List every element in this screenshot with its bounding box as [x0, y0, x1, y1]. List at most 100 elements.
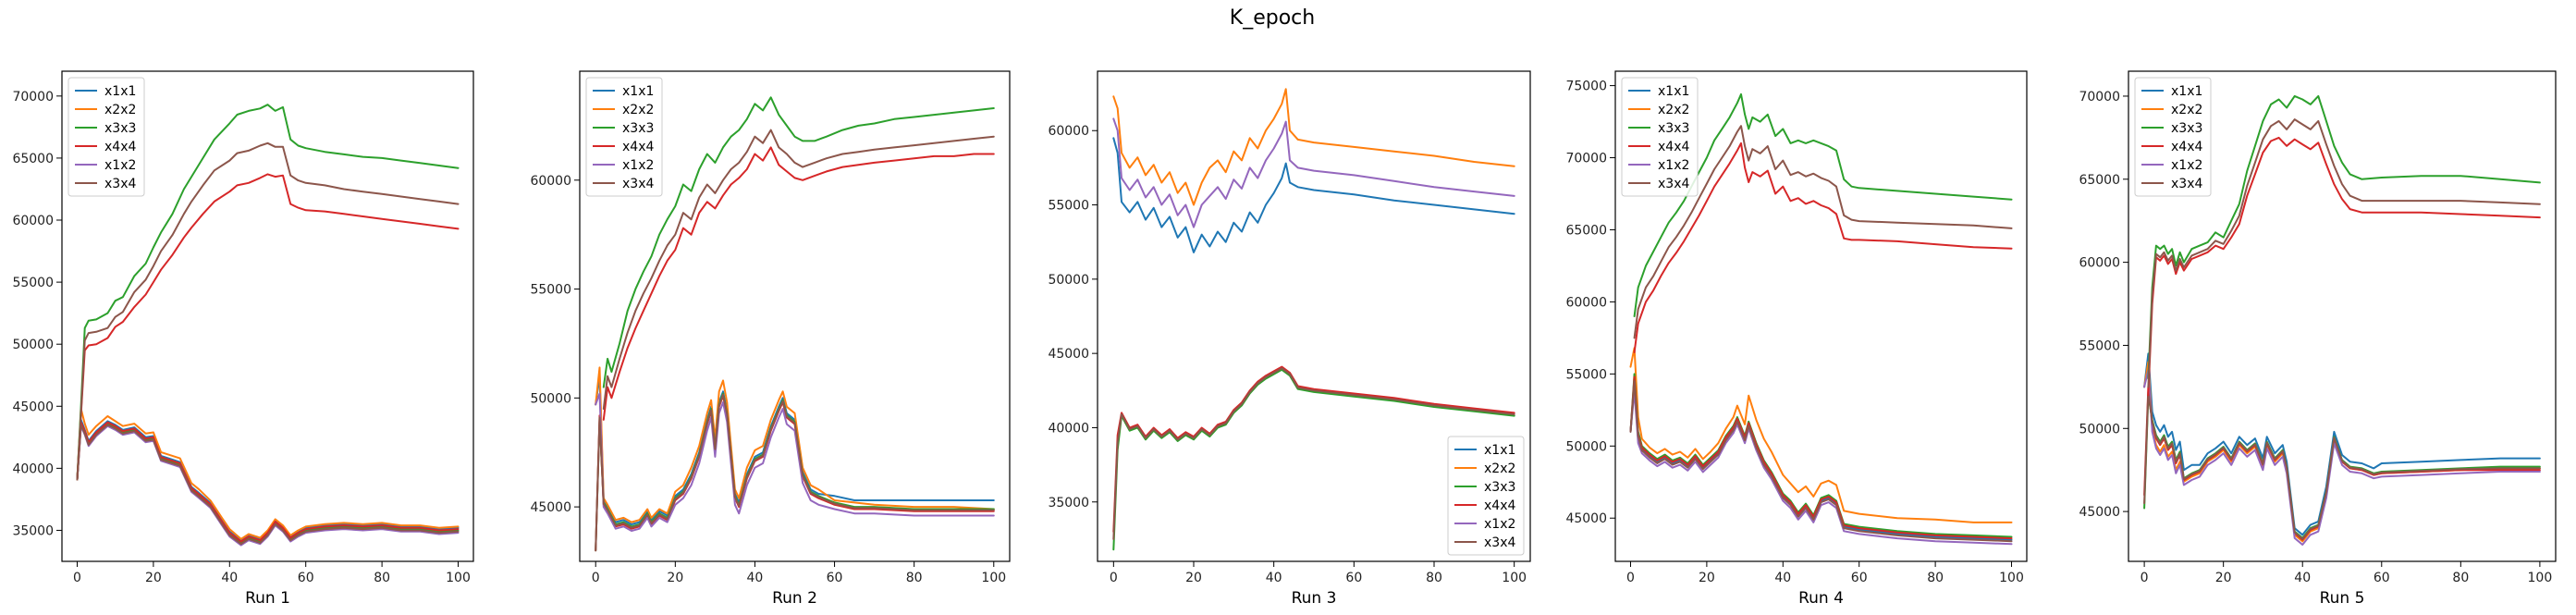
series-x3x4-upper-line: [1633, 125, 2013, 339]
x-tick-label: 60: [298, 571, 314, 585]
series-x3x4-line: [76, 424, 460, 546]
x-tick-label: 60: [2374, 571, 2390, 585]
x-tick-label: 0: [1110, 571, 1118, 585]
series-x2x2-line: [595, 366, 995, 523]
legend-frame: [1447, 436, 1525, 556]
series-x1x2-line: [1112, 117, 1515, 228]
x-tick-label: 40: [1266, 571, 1282, 585]
y-tick-label: 40000: [1048, 421, 1089, 436]
x-axis-label: Run 1: [245, 589, 290, 608]
series-x3x3-line: [1629, 373, 2013, 538]
y-tick-label: 45000: [1565, 511, 1607, 526]
y-tick-label: 50000: [2079, 422, 2120, 437]
y-tick-label: 35000: [1048, 496, 1089, 510]
y-tick-label: 60000: [1565, 295, 1607, 310]
legend-label-x4x4: x4x4: [622, 140, 654, 154]
series-x3x4-upper-line: [602, 129, 995, 411]
y-tick-label: 60000: [12, 214, 54, 228]
series-x2x2-line: [1629, 347, 2013, 523]
series-x1x2-line: [2143, 369, 2541, 546]
legend-label-x3x3: x3x3: [1658, 121, 1689, 136]
subplot-2: 0 20 40 60 80 100 45000 50000 55000 60000 Run 2 x1x…: [530, 70, 1011, 608]
x-tick-label: 40: [1774, 571, 1791, 585]
legend: x1x1 x2x2 x3x3 x4x4 x1x2 x3x4: [67, 77, 145, 197]
legend-label-x2x2: x2x2: [1484, 461, 1515, 476]
legend-label-x1x1: x1x1: [1484, 443, 1515, 458]
legend-frame: [1621, 77, 1699, 197]
x-tick-label: 40: [2294, 571, 2311, 585]
series-x3x4-upper-line: [2147, 118, 2541, 388]
legend-label-x3x3: x3x3: [104, 121, 136, 136]
x-axis-label: Run 2: [772, 589, 817, 608]
series-x3x3-line: [1112, 368, 1515, 551]
legend: x1x1 x2x2 x3x3 x4x4 x1x2 x3x4: [2134, 77, 2212, 197]
y-tick-label: 35000: [12, 523, 54, 538]
x-axis-label: Run 5: [2320, 589, 2365, 608]
y-tick-label: 55000: [530, 283, 571, 298]
y-tick-label: 40000: [12, 461, 54, 476]
x-axis-label: Run 3: [1292, 589, 1337, 608]
x-tick-label: 80: [1426, 571, 1442, 585]
series-x1x1-line: [2143, 352, 2541, 536]
axes-frame: [61, 70, 474, 562]
x-tick-label: 40: [747, 571, 764, 585]
series-x1x1-line: [1112, 137, 1515, 253]
series-x1x1-line: [595, 375, 995, 525]
x-tick-label: 0: [1626, 571, 1635, 585]
x-tick-label: 100: [446, 571, 471, 585]
axes-frame: [1097, 70, 1531, 562]
series-x1x2-line: [595, 392, 995, 532]
series-x3x3-upper-line: [2147, 94, 2541, 380]
series-x3x4-upper-line: [76, 141, 460, 481]
legend-label-x1x2: x1x2: [1484, 517, 1515, 532]
x-tick-label: 100: [2528, 571, 2553, 585]
subplot-3: 0 20 40 60 80 100 35000 40000 45000 50000 55000 600…: [1048, 70, 1531, 608]
x-tick-label: 0: [73, 571, 81, 585]
series-x1x1-line: [76, 419, 460, 542]
series-x4x4-line: [76, 421, 460, 543]
x-tick-label: 20: [667, 571, 683, 585]
series-x3x4-line: [1629, 380, 2013, 543]
y-tick-label: 55000: [1048, 199, 1089, 214]
legend-label-x4x4: x4x4: [1658, 140, 1689, 154]
x-tick-label: 0: [2141, 571, 2149, 585]
series-x3x4-line: [1112, 367, 1515, 540]
axes-frame: [1614, 70, 2028, 562]
x-tick-label: 80: [374, 571, 390, 585]
series-x2x2-line: [2143, 361, 2541, 543]
y-tick-label: 70000: [12, 90, 54, 105]
legend-label-x3x3: x3x3: [622, 121, 654, 136]
x-tick-label: 100: [1999, 571, 2024, 585]
series-x3x3-upper-line: [1633, 92, 2013, 317]
y-tick-label: 55000: [1565, 367, 1607, 382]
legend-label-x3x3: x3x3: [1484, 480, 1515, 495]
subplot-5: 0 20 40 60 80 100 45000 50000 55000 60000 65000 700…: [2079, 70, 2557, 608]
legend-label-x3x4: x3x4: [1658, 177, 1689, 191]
axes-frame: [579, 70, 1011, 562]
y-tick-label: 50000: [530, 391, 571, 406]
legend-label-x1x2: x1x2: [622, 158, 654, 173]
legend-frame: [585, 77, 663, 197]
series-x2x2-line: [1112, 88, 1515, 206]
series-x4x4-upper-line: [76, 173, 460, 481]
y-tick-label: 55000: [12, 276, 54, 290]
legend-label-x3x4: x3x4: [104, 177, 136, 191]
legend-label-x3x3: x3x3: [2171, 121, 2202, 136]
legend-label-x1x1: x1x1: [622, 84, 654, 99]
axes-frame: [2128, 70, 2557, 562]
x-tick-label: 60: [1345, 571, 1362, 585]
series-x2x2-line: [76, 408, 460, 540]
legend-label-x4x4: x4x4: [1484, 498, 1515, 513]
legend-label-x2x2: x2x2: [2171, 103, 2202, 117]
y-tick-label: 60000: [2079, 256, 2120, 271]
y-tick-label: 65000: [1565, 223, 1607, 238]
legend-label-x3x4: x3x4: [1484, 535, 1515, 550]
x-tick-label: 100: [1502, 571, 1527, 585]
x-tick-label: 20: [1699, 571, 1715, 585]
legend-frame: [2134, 77, 2212, 197]
legend-label-x4x4: x4x4: [2171, 140, 2202, 154]
y-tick-label: 50000: [1048, 273, 1089, 288]
x-axis-label: Run 4: [1798, 589, 1844, 608]
y-tick-label: 45000: [12, 400, 54, 414]
